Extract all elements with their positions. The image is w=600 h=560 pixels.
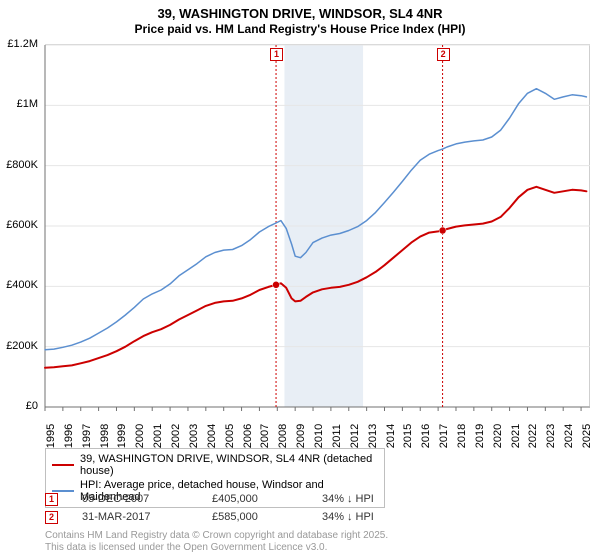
txn-pct: 34%↓HPI [322, 511, 412, 523]
x-axis: 1995199619971998199920002001200220032004… [45, 406, 590, 442]
x-tick-label: 2008 [277, 424, 289, 448]
txn-pct-value: 34% [322, 511, 344, 523]
footer-line1: Contains HM Land Registry data © Crown c… [45, 530, 388, 542]
txn-suffix: HPI [356, 511, 374, 523]
x-tick-label: 2014 [385, 424, 397, 448]
y-tick-label: £600K [6, 219, 38, 231]
title-line2: Price paid vs. HM Land Registry's House … [0, 22, 600, 37]
txn-marker: 2 [45, 511, 58, 524]
legend-item: 39, WASHINGTON DRIVE, WINDSOR, SL4 4NR (… [52, 452, 378, 478]
txn-date: 31-MAR-2017 [82, 511, 212, 523]
y-tick-label: £400K [6, 279, 38, 291]
x-tick-label: 1997 [81, 424, 93, 448]
x-tick-label: 2025 [581, 424, 593, 448]
x-tick-label: 2024 [563, 424, 575, 448]
transactions-table: 1 05-DEC-2007£405,00034%↓HPI 2 31-MAR-2017£… [45, 490, 412, 526]
y-tick-label: £1M [17, 98, 38, 110]
txn-pct-value: 34% [322, 493, 344, 505]
x-tick-label: 2020 [492, 424, 504, 448]
x-tick-label: 2002 [170, 424, 182, 448]
arrow-down-icon: ↓ [347, 511, 353, 523]
footer: Contains HM Land Registry data © Crown c… [45, 530, 388, 554]
y-tick-label: £0 [26, 400, 38, 412]
x-tick-label: 1998 [99, 424, 111, 448]
x-tick-label: 2022 [527, 424, 539, 448]
txn-suffix: HPI [356, 493, 374, 505]
chart-svg [45, 45, 590, 407]
title-line1: 39, WASHINGTON DRIVE, WINDSOR, SL4 4NR [0, 6, 600, 22]
x-tick-label: 2007 [259, 424, 271, 448]
x-tick-label: 2004 [206, 424, 218, 448]
x-tick-label: 2019 [474, 424, 486, 448]
x-tick-label: 2015 [402, 424, 414, 448]
transaction-row: 2 31-MAR-2017£585,00034%↓HPI [45, 508, 412, 526]
y-tick-label: £1.2M [7, 38, 38, 50]
x-tick-label: 2017 [438, 424, 450, 448]
arrow-down-icon: ↓ [347, 493, 353, 505]
x-tick-label: 2006 [242, 424, 254, 448]
x-tick-label: 2016 [420, 424, 432, 448]
x-tick-label: 2010 [313, 424, 325, 448]
x-tick-label: 1999 [116, 424, 128, 448]
x-tick-label: 2013 [367, 424, 379, 448]
x-tick-label: 2001 [152, 424, 164, 448]
x-tick-label: 2009 [295, 424, 307, 448]
marker-box-1: 1 [270, 48, 283, 61]
y-tick-label: £200K [6, 340, 38, 352]
x-tick-label: 2018 [456, 424, 468, 448]
chart-title: 39, WASHINGTON DRIVE, WINDSOR, SL4 4NR P… [0, 6, 600, 37]
txn-price: £405,000 [212, 493, 322, 505]
txn-marker: 1 [45, 493, 58, 506]
transaction-row: 1 05-DEC-2007£405,00034%↓HPI [45, 490, 412, 508]
txn-pct: 34%↓HPI [322, 493, 412, 505]
x-tick-label: 2003 [188, 424, 200, 448]
x-tick-label: 1996 [63, 424, 75, 448]
x-tick-label: 1995 [45, 424, 57, 448]
y-axis: £0£200K£400K£600K£800K£1M£1.2M [0, 44, 42, 406]
x-tick-label: 2012 [349, 424, 361, 448]
plot-area [45, 44, 590, 406]
marker-box-2: 2 [437, 48, 450, 61]
txn-price: £585,000 [212, 511, 322, 523]
legend-label: 39, WASHINGTON DRIVE, WINDSOR, SL4 4NR (… [80, 453, 378, 477]
footer-line2: This data is licensed under the Open Gov… [45, 542, 388, 554]
y-tick-label: £800K [6, 159, 38, 171]
x-tick-label: 2000 [134, 424, 146, 448]
legend-swatch [52, 464, 74, 466]
x-tick-label: 2011 [331, 424, 343, 448]
x-tick-label: 2005 [224, 424, 236, 448]
txn-date: 05-DEC-2007 [82, 493, 212, 505]
x-tick-label: 2023 [545, 424, 557, 448]
x-tick-label: 2021 [510, 424, 522, 448]
